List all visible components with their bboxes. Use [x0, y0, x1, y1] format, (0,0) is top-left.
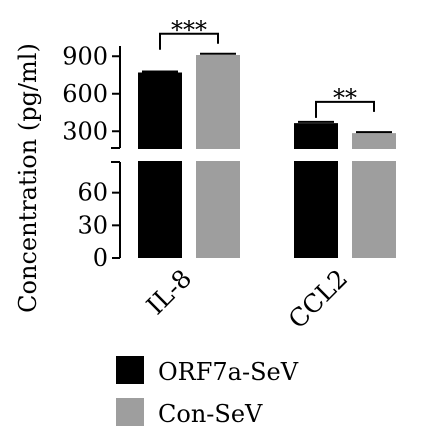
- bars: [121, 52, 421, 258]
- x-category-label: IL-8: [141, 264, 197, 320]
- legend-swatch: [116, 398, 144, 426]
- y-tick-label: 30: [77, 211, 108, 239]
- legend: ORF7a-SeV Con-SeV: [116, 356, 299, 428]
- significance-bracket: [315, 100, 375, 118]
- significance-bracket: [159, 32, 219, 50]
- y-tick-label: 300: [62, 117, 108, 145]
- bar: [138, 72, 182, 258]
- axis-break-gap: [121, 149, 421, 161]
- y-tick-label: 600: [62, 80, 108, 108]
- y-axis-label: Concentration (pg/ml): [14, 43, 42, 313]
- legend-swatch: [116, 356, 144, 384]
- significance-brackets: *****: [159, 16, 375, 118]
- significance-label: ***: [171, 16, 207, 44]
- x-axis-categories: IL-8 CCL2: [141, 264, 353, 335]
- legend-label: Con-SeV: [158, 400, 263, 428]
- x-category-label: CCL2: [283, 264, 354, 335]
- y-tick-label: 900: [62, 42, 108, 70]
- significance-label: **: [333, 84, 357, 112]
- legend-label: ORF7a-SeV: [158, 358, 299, 386]
- y-axis: 0 30 60 300 600 900: [62, 42, 121, 272]
- y-tick-label: 0: [93, 244, 108, 272]
- bar: [294, 123, 338, 258]
- y-tick-label: 60: [77, 179, 108, 207]
